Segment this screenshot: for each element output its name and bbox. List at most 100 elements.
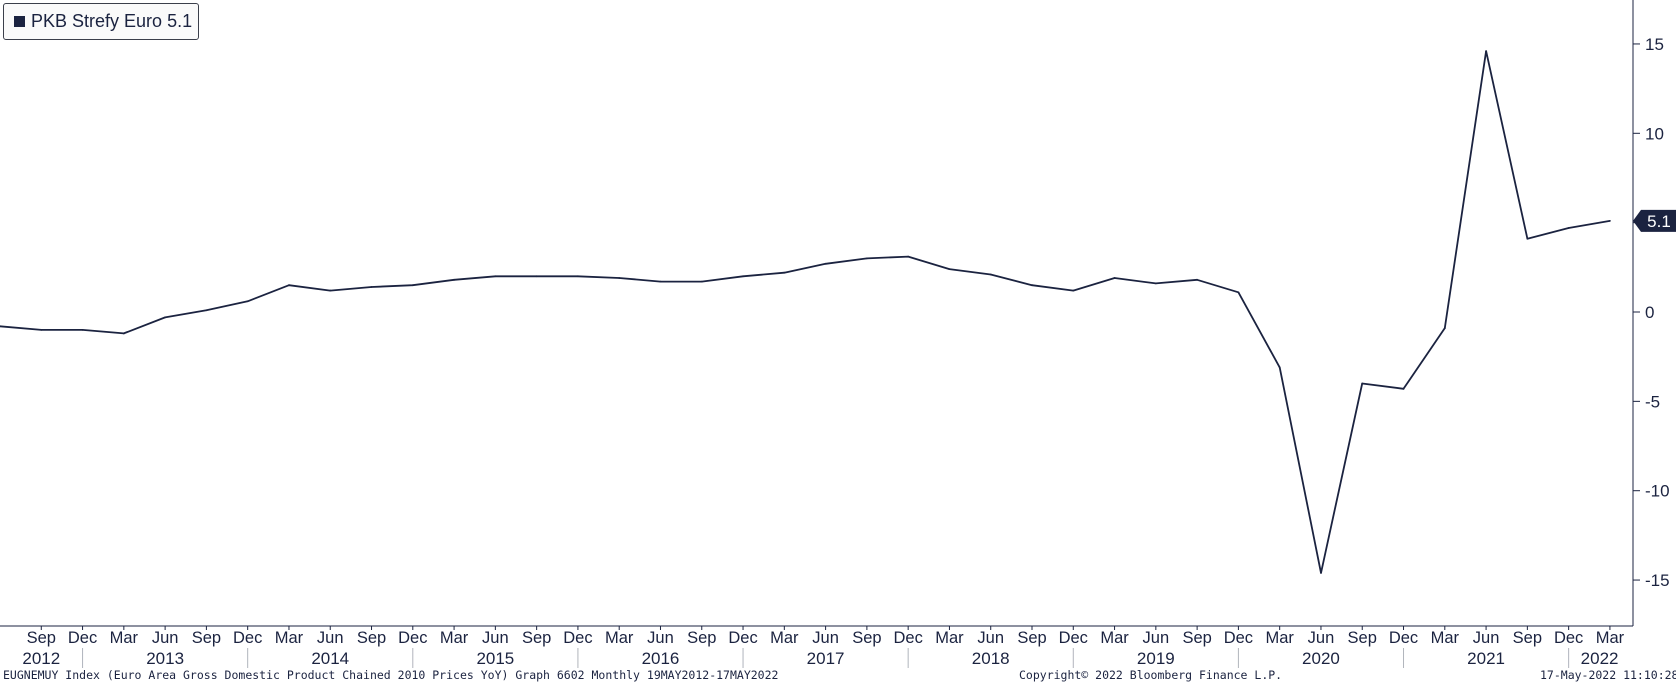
x-tick-label: Sep [687, 629, 716, 647]
data-point [783, 271, 786, 274]
year-label: 2013 [146, 649, 184, 668]
data-point [659, 280, 662, 283]
y-tick-label: -15 [1645, 571, 1670, 590]
legend: PKB Strefy Euro 5.1 [3, 3, 199, 40]
x-tick-label: Dec [728, 629, 757, 647]
x-tick-label: Mar [1265, 629, 1294, 647]
x-tick-label: Dec [1389, 629, 1418, 647]
year-label: 2022 [1581, 649, 1619, 668]
year-label: 2019 [1137, 649, 1175, 668]
x-tick-label: Sep [192, 629, 221, 647]
x-tick-label: Mar [935, 629, 964, 647]
last-value-badge: 5.1 [1633, 209, 1676, 232]
data-point [989, 273, 992, 276]
x-tick-label: Dec [1224, 629, 1253, 647]
x-tick-label: Mar [110, 629, 139, 647]
x-tick-label: Dec [1059, 629, 1088, 647]
data-point [288, 284, 290, 287]
series-points [0, 50, 1611, 574]
data-point [1361, 382, 1364, 385]
year-label: 2021 [1467, 649, 1505, 668]
x-tick-label: Sep [522, 629, 551, 647]
data-point [907, 255, 910, 258]
data-point [1609, 219, 1611, 222]
data-point [1402, 387, 1405, 390]
data-point [824, 262, 827, 265]
data-point [1320, 572, 1322, 574]
data-point [535, 275, 538, 278]
data-point [81, 328, 84, 331]
data-point [1485, 50, 1487, 52]
data-point [329, 289, 332, 292]
data-point [0, 325, 1, 328]
last-value-badge-bg [1633, 209, 1676, 232]
x-tick-label: Sep [27, 629, 56, 647]
data-point [164, 316, 167, 319]
y-tick-label: -10 [1645, 482, 1670, 501]
year-label: 2014 [311, 649, 349, 668]
x-ticks: Sep Dec Mar Jun Sep Dec Mar Jun Sep Dec Mar Jun Sep D… [27, 626, 1625, 647]
x-tick-label: Mar [1100, 629, 1129, 647]
y-tick-label: -5 [1645, 392, 1660, 411]
data-point [370, 286, 373, 288]
data-point [1072, 289, 1075, 292]
data-point [1031, 284, 1033, 287]
x-tick-label: Jun [1473, 629, 1500, 647]
x-tick-label: Dec [68, 629, 97, 647]
year-label: 2018 [972, 649, 1010, 668]
data-point [40, 328, 43, 331]
x-tick-label: Mar [1431, 629, 1460, 647]
y-tick-label: 10 [1645, 124, 1664, 143]
footer-source: EUGNEMUY Index (Euro Area Gross Domestic… [3, 668, 779, 682]
year-label: 2016 [642, 649, 680, 668]
legend-swatch [14, 16, 25, 27]
y-ticks: 151050-5-10-15 [1633, 35, 1670, 590]
x-tick-label: Dec [398, 629, 427, 647]
legend-label: PKB Strefy Euro [31, 11, 163, 31]
data-point [1237, 291, 1240, 294]
x-tick-label: Dec [1554, 629, 1583, 647]
data-point [205, 309, 208, 312]
legend-value: 5.1 [167, 11, 193, 31]
data-point [411, 284, 414, 287]
data-point [1278, 366, 1281, 369]
x-tick-label: Jun [1308, 629, 1335, 647]
x-tick-label: Dec [893, 629, 922, 647]
x-tick-label: Sep [1348, 629, 1377, 647]
y-tick-label: 0 [1645, 303, 1654, 322]
x-tick-label: Dec [563, 629, 592, 647]
year-label: 2015 [476, 649, 514, 668]
data-point [1567, 227, 1570, 229]
x-tick-label: Jun [317, 629, 344, 647]
data-point [1154, 282, 1157, 285]
x-tick-label: Mar [440, 629, 469, 647]
data-point [122, 332, 125, 335]
x-tick-label: Dec [233, 629, 262, 647]
x-tick-label: Mar [770, 629, 799, 647]
data-point [618, 277, 621, 279]
x-tick-label: Jun [1143, 629, 1170, 647]
data-point [1526, 237, 1529, 240]
year-labels: 2012 2013 2014 2015 2016 2017 2018 2019 2020 2021… [22, 648, 1619, 668]
x-tick-label: Sep [1017, 629, 1046, 647]
data-point [1443, 327, 1446, 329]
data-point [700, 280, 703, 283]
last-value-badge-label: 5.1 [1647, 212, 1671, 231]
data-point [246, 300, 249, 303]
x-tick-label: Sep [1182, 629, 1211, 647]
x-tick-label: Jun [647, 629, 674, 647]
data-point [948, 268, 951, 271]
data-point [865, 257, 868, 260]
x-tick-label: Jun [812, 629, 839, 647]
data-point [1113, 277, 1116, 279]
axes [0, 0, 1634, 627]
x-tick-label: Mar [1596, 629, 1625, 647]
y-tick-label: 15 [1645, 35, 1664, 54]
year-label: 2020 [1302, 649, 1340, 668]
data-point [577, 275, 579, 278]
year-label: 2017 [807, 649, 845, 668]
footer-copyright: Copyright© 2022 Bloomberg Finance L.P. [1019, 668, 1283, 682]
data-point [494, 275, 497, 278]
series-line-pkb [0, 50, 1611, 574]
